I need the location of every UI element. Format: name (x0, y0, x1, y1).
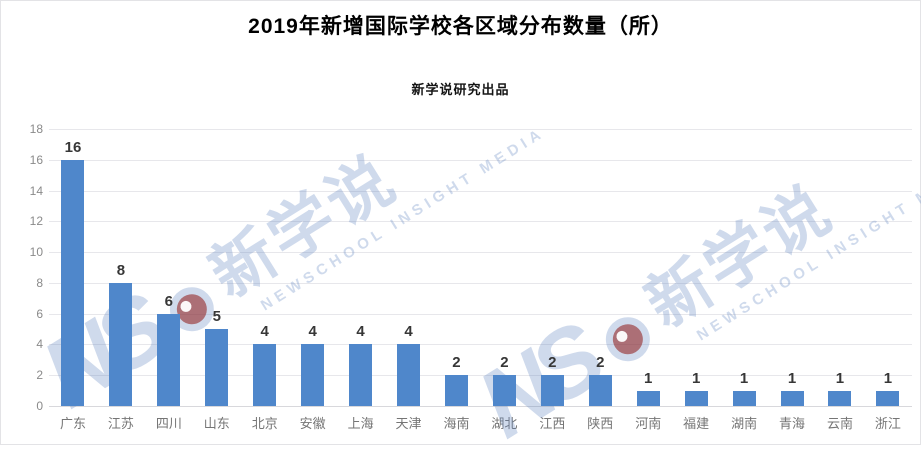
bar (157, 313, 181, 406)
bar (253, 344, 277, 406)
bar (540, 375, 564, 406)
bar-column: 2 (528, 1, 576, 406)
y-axis-tick-label: 10 (29, 245, 43, 260)
bar (636, 390, 660, 406)
x-axis-category-label: 陕西 (587, 416, 614, 431)
x-axis-category-label: 浙江 (874, 416, 901, 431)
bar-value-label: 1 (691, 369, 701, 387)
x-axis-category-label: 河南 (635, 416, 662, 431)
bar-value-label: 1 (644, 369, 653, 387)
gridline (49, 221, 912, 223)
bar (828, 390, 852, 406)
bar-value-label: 2 (596, 354, 605, 372)
bar-value-label: 2 (452, 354, 461, 372)
bar (301, 344, 325, 406)
gridline (49, 252, 912, 254)
x-axis-category-label: 广东 (59, 416, 86, 431)
x-axis-category-label: 江西 (539, 416, 566, 431)
bar (349, 344, 373, 406)
bar-column: 1 (768, 1, 816, 406)
bar (205, 329, 229, 406)
x-axis-category-label: 福建 (683, 416, 710, 431)
bar-value-label: 6 (164, 292, 174, 310)
bar-column: 1 (672, 1, 720, 406)
x-axis-category-label: 上海 (347, 416, 374, 431)
bar (492, 375, 516, 406)
bar-column: 4 (289, 1, 337, 406)
bar-column: 2 (433, 1, 481, 406)
bar-column: 4 (241, 1, 289, 406)
bar-value-label: 4 (404, 323, 413, 341)
y-axis-tick-label: 4 (36, 337, 43, 352)
bar (109, 282, 133, 406)
bar (397, 344, 421, 406)
bar-value-label: 2 (500, 354, 509, 372)
x-axis-category-label: 湖南 (731, 416, 758, 431)
bar-value-label: 8 (116, 261, 126, 279)
x-axis-category-label: 安徽 (299, 416, 326, 431)
bar-column: 1 (624, 1, 672, 406)
bar (732, 390, 756, 406)
gridline (49, 344, 912, 346)
x-axis-category-label: 云南 (826, 416, 853, 431)
bar-value-label: 4 (308, 323, 317, 341)
x-axis-category-label: 青海 (779, 416, 806, 431)
bar-value-label: 1 (835, 369, 845, 387)
gridline (49, 313, 912, 315)
bar-value-label: 2 (548, 354, 557, 372)
gridline (49, 406, 912, 407)
bar-series: 16 8 6 5 4 4 4 4 2 2 2 2 1 1 1 1 1 1 (49, 1, 912, 406)
chart-subtitle: 新学说研究出品 (411, 82, 510, 97)
bar-value-label: 4 (260, 323, 269, 341)
x-axis-category-label: 海南 (443, 416, 470, 431)
x-axis-category-label: 北京 (251, 416, 278, 431)
bar-value-label: 16 (64, 138, 82, 156)
plot-area: 0 2 4 6 8 10 12 14 16 18 16 8 6 5 4 4 4 4 2 2 2 2 1 1 1 1 1 1 广东 江苏… (1, 1, 920, 444)
bar-column: 4 (385, 1, 433, 406)
bar (684, 390, 708, 406)
y-axis-tick-label: 16 (29, 152, 43, 167)
y-axis-tick-label: 6 (36, 306, 43, 321)
y-axis-tick-label: 0 (36, 399, 43, 413)
y-axis-tick-label: 18 (29, 122, 43, 136)
bar-column: 1 (864, 1, 912, 406)
bar-value-label: 5 (212, 308, 221, 326)
bar-column: 1 (816, 1, 864, 406)
bar-column: 16 (49, 1, 97, 406)
bar-value-label: 1 (883, 369, 893, 387)
y-axis-tick-label: 8 (36, 275, 43, 290)
bar (444, 375, 468, 406)
gridline (49, 129, 912, 130)
gridline (49, 159, 912, 161)
gridline (49, 190, 912, 192)
x-axis-category-label: 山东 (203, 416, 230, 431)
bar-value-label: 1 (787, 369, 797, 387)
bar-column: 4 (337, 1, 385, 406)
bar (588, 375, 612, 406)
x-axis-category-label: 四川 (155, 416, 182, 431)
bar (780, 390, 804, 406)
y-axis-tick-label: 2 (36, 368, 43, 383)
gridline (49, 282, 912, 284)
x-axis-category-label: 湖北 (491, 416, 518, 431)
x-axis-category-label: 江苏 (107, 416, 134, 431)
chart-title: 2019年新增国际学校各区域分布数量（所） (248, 15, 673, 38)
bar-column: 6 (145, 1, 193, 406)
bar-column: 2 (576, 1, 624, 406)
x-axis-category-label: 天津 (395, 416, 422, 431)
bar (876, 390, 900, 406)
gridline (49, 375, 912, 377)
y-axis-tick-label: 14 (29, 183, 43, 198)
bar (61, 159, 85, 406)
bar-column: 1 (720, 1, 768, 406)
bar-value-label: 1 (739, 369, 749, 387)
bar-column: 2 (480, 1, 528, 406)
bar-column: 8 (97, 1, 145, 406)
y-axis-tick-label: 12 (29, 214, 43, 229)
x-axis: 广东 江苏 四川 山东 北京 安徽 上海 天津 海南 湖北 江西 陕西 河南 福建 湖南 青海 云南 浙江 (49, 413, 912, 432)
bar-value-label: 4 (356, 323, 365, 341)
bar-column: 5 (193, 1, 241, 406)
